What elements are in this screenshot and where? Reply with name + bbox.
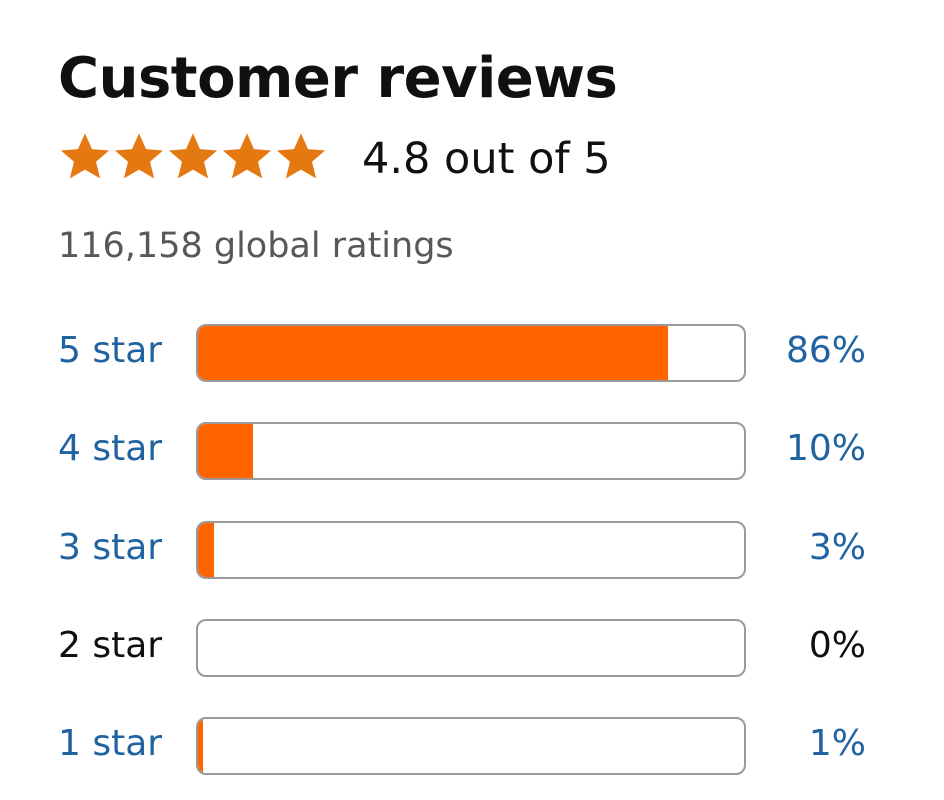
star-level-label[interactable]: 1 star	[58, 723, 163, 764]
average-rating-text[interactable]: 4.8 out of 5	[362, 134, 611, 184]
star-level-label: 2 star	[58, 625, 163, 666]
rating-bar[interactable]	[196, 422, 746, 480]
percent-label[interactable]: 1%	[808, 723, 866, 764]
rating-bar-fill	[198, 424, 253, 478]
percent-label: 0%	[808, 625, 866, 666]
rating-bar-fill	[198, 523, 215, 577]
star-icon	[60, 133, 110, 179]
rating-bar[interactable]	[196, 717, 746, 775]
percent-label[interactable]: 10%	[785, 428, 866, 469]
percent-label[interactable]: 3%	[808, 527, 866, 568]
rating-bar	[196, 619, 746, 677]
percent-label[interactable]: 86%	[785, 330, 866, 371]
rating-bar[interactable]	[196, 324, 746, 382]
star-icon	[168, 133, 218, 179]
histogram-row: 2 star 0%	[0, 619, 944, 677]
rating-bar-fill	[198, 326, 668, 380]
histogram-row[interactable]: 3 star 3%	[0, 521, 944, 579]
rating-bar-fill	[198, 719, 204, 773]
histogram-row[interactable]: 1 star 1%	[0, 717, 944, 775]
customer-reviews-heading: Customer reviews	[58, 46, 618, 111]
global-ratings-count: 116,158 global ratings	[58, 226, 454, 266]
star-rating[interactable]	[58, 130, 328, 184]
star-level-label[interactable]: 4 star	[58, 428, 163, 469]
star-icon	[222, 133, 272, 179]
star-icon	[276, 133, 326, 179]
star-level-label[interactable]: 5 star	[58, 330, 163, 371]
histogram-row[interactable]: 5 star 86%	[0, 324, 944, 382]
histogram-row[interactable]: 4 star 10%	[0, 422, 944, 480]
star-icon	[114, 133, 164, 179]
rating-bar[interactable]	[196, 521, 746, 579]
star-level-label[interactable]: 3 star	[58, 527, 163, 568]
